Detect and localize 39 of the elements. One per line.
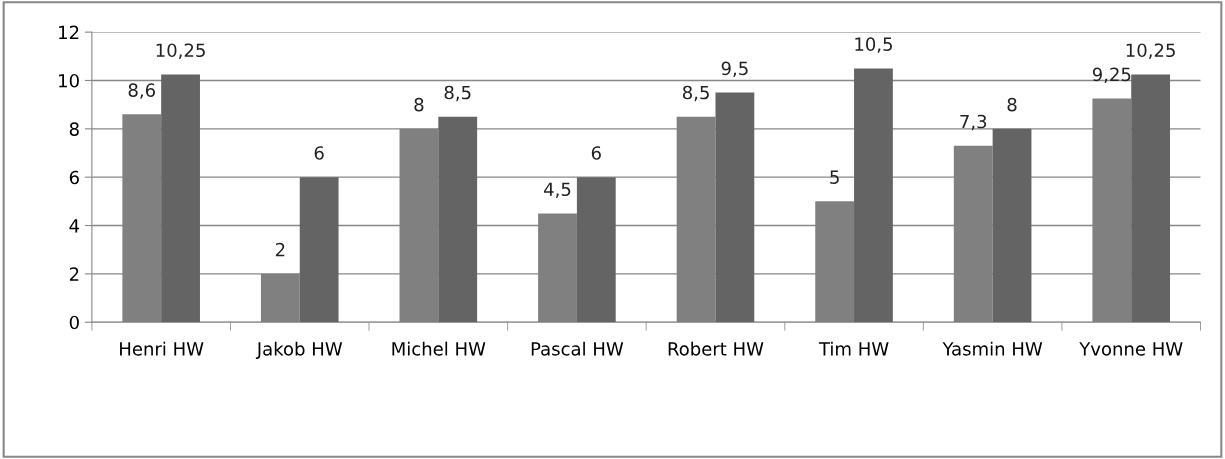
data-label: 2 [275, 242, 285, 257]
data-label: 8,6 [128, 83, 155, 99]
bar [438, 116, 478, 323]
y-tick-label: 10 [59, 73, 79, 88]
bar [576, 177, 616, 323]
data-label: 6 [314, 146, 324, 160]
y-tick-label: 8 [69, 122, 79, 136]
bar [161, 74, 200, 323]
x-tick-label: Yasmin HW [942, 341, 1043, 356]
y-tick-label: 4 [69, 219, 80, 233]
y-tick-label: 2 [69, 267, 79, 281]
y-tick-label: 0 [69, 315, 79, 330]
bar [299, 177, 339, 323]
data-label: 9,5 [721, 61, 748, 78]
data-label: 4,5 [544, 182, 571, 198]
data-label: 9,25 [1092, 67, 1131, 84]
x-tick-label: Robert HW [668, 341, 764, 356]
data-label: 6 [591, 146, 601, 160]
y-tick-label: 12 [59, 25, 79, 39]
data-label: 8,5 [682, 85, 709, 102]
data-label: 5 [830, 170, 839, 184]
data-label: 10,25 [1126, 43, 1175, 59]
x-tick-label: Pascal HW [531, 341, 624, 356]
bar [715, 92, 755, 323]
bar [1131, 74, 1171, 323]
data-label: 8 [1007, 97, 1017, 112]
x-tick-label: Henri HW [120, 341, 204, 356]
bar [854, 68, 893, 323]
x-tick-label: Tim HW [818, 341, 889, 356]
y-tick-label: 6 [69, 170, 79, 185]
x-tick-label: Yvonne HW [1079, 342, 1183, 356]
data-label: 7,3 [960, 114, 987, 131]
x-tick-label: Jakob HW [255, 341, 343, 359]
data-label: 8,5 [444, 85, 471, 102]
data-label: 8 [414, 97, 424, 112]
x-tick-label: Michel HW [392, 341, 486, 356]
bar [992, 128, 1032, 323]
data-label: 10,5 [855, 37, 892, 53]
data-label: 10,25 [156, 43, 205, 59]
